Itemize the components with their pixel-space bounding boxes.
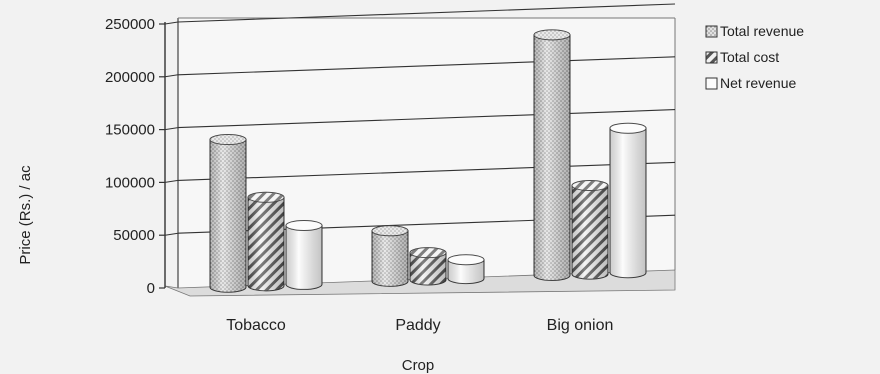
gridline [177,56,676,76]
bar-total-revenue [533,29,571,281]
legend: Total revenue Total cost Net revenue [705,23,804,91]
y-tick-label: 150000 [105,122,155,139]
bar-total-revenue [209,134,247,293]
bar-total-cost [247,191,285,292]
x-tick-label: Big onion [547,317,614,334]
gridline-connector [164,232,179,236]
gridline-connector [164,179,179,183]
gridline-connector [164,21,179,25]
bar-net-revenue [285,219,323,290]
legend-swatch [705,25,718,38]
y-tick-label: 100000 [105,174,155,191]
y-tick-labels: 0 50000 100000 150000 200000 250000 [105,16,155,297]
bar-net-revenue [447,254,485,285]
bar-total-cost [409,247,447,286]
legend-item: Total revenue [705,23,804,39]
gridline [177,3,676,23]
legend-label: Total cost [720,49,779,65]
gridline-connector [164,74,179,78]
legend-label: Net revenue [720,75,796,91]
gridline-connector [164,127,179,131]
legend-label: Total revenue [720,23,804,39]
bar-total-revenue [371,225,409,287]
y-tick-label: 50000 [113,227,155,244]
x-tick-label: Paddy [395,317,440,334]
y-tick-label: 200000 [105,69,155,86]
bar-net-revenue [609,122,647,279]
bar-total-cost [571,180,609,280]
legend-item: Total cost [705,49,779,65]
y-tick-label: 250000 [105,16,155,33]
y-axis-title: Price (Rs.) / ac [17,165,34,265]
x-axis-title: Crop [402,357,435,374]
gridline [177,161,676,181]
x-tick-labels: Tobacco Paddy Big onion [226,317,613,334]
bars [209,29,647,293]
legend-swatch [705,51,718,64]
legend-item: Net revenue [705,75,796,91]
gridline [177,109,676,129]
legend-swatch [705,77,718,90]
x-tick-label: Tobacco [226,317,286,334]
y-tick-label: 0 [147,280,155,297]
